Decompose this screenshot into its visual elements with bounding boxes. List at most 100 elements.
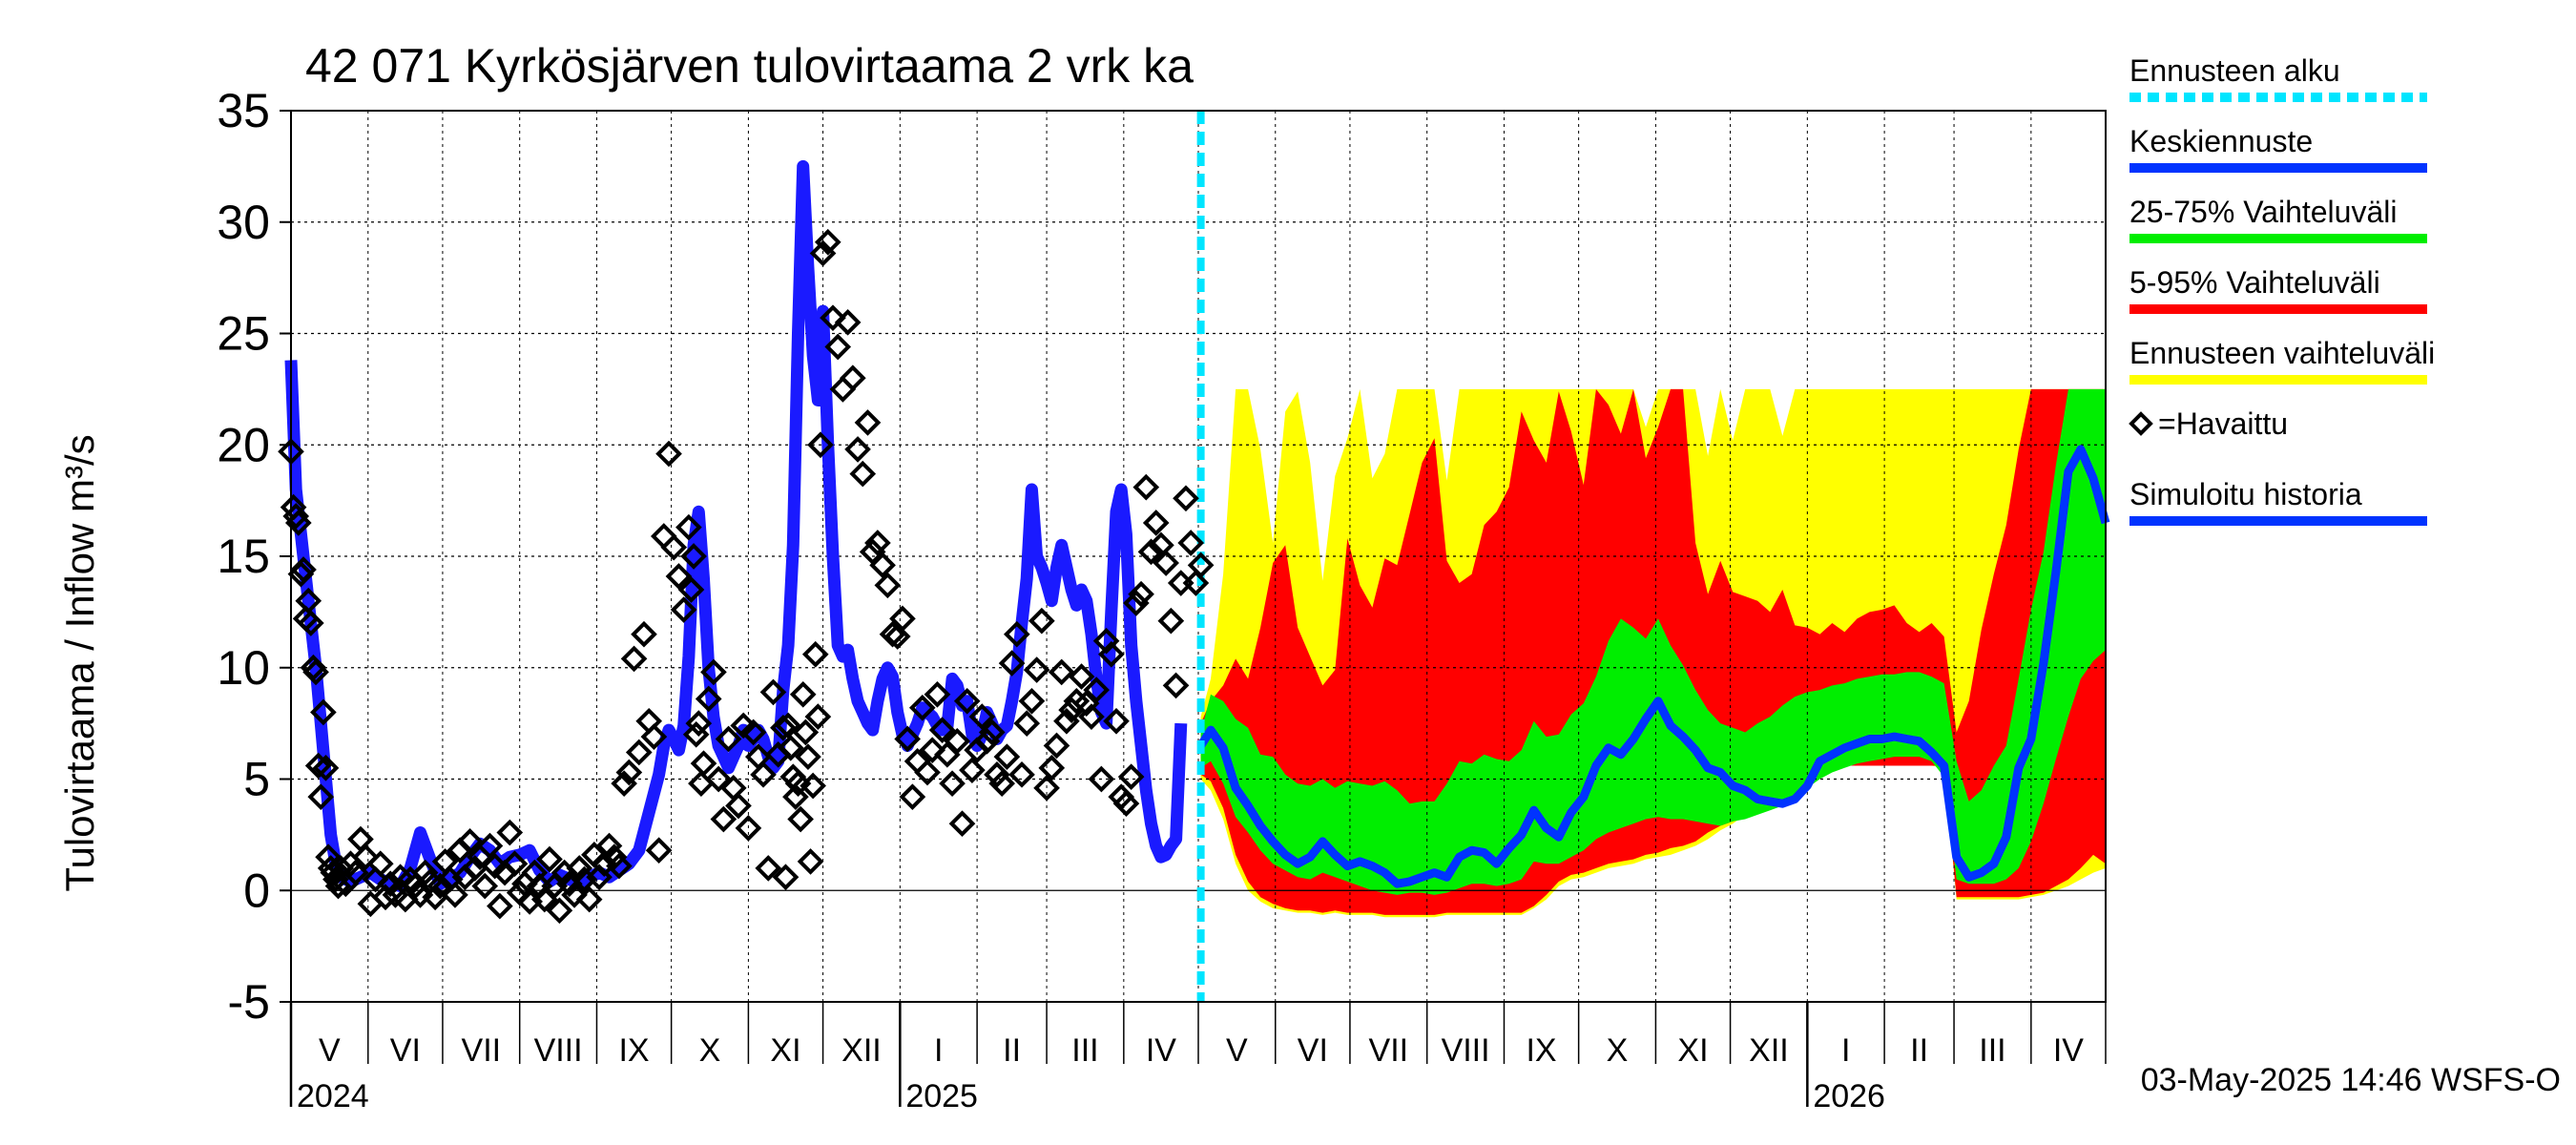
month-label: IX <box>618 1032 649 1069</box>
observed-point <box>789 680 817 708</box>
observed-point <box>685 710 713 737</box>
observed-point <box>978 718 1006 746</box>
observed-point <box>645 837 673 864</box>
observed-point <box>1162 672 1190 699</box>
observed-point <box>352 843 379 871</box>
observed-point <box>476 832 504 860</box>
observed-point <box>1112 790 1140 818</box>
observed-point <box>310 698 337 726</box>
observed-point <box>295 587 322 614</box>
observed-point <box>735 815 762 842</box>
legend: Ennusteen alku Keskiennuste 25-75% Vaihtel… <box>2129 53 2435 526</box>
observed-point <box>366 850 394 878</box>
month-label: VI <box>1298 1032 1328 1069</box>
observed-point <box>700 658 727 686</box>
observed-point <box>546 897 573 925</box>
observed-point <box>655 440 682 468</box>
y-tick-label: 10 <box>217 641 270 695</box>
observed-point <box>660 533 688 561</box>
observed-point <box>968 703 996 730</box>
legend-marker <box>2129 411 2153 436</box>
median-forecast-line <box>1196 445 2110 888</box>
observed-point <box>820 304 846 331</box>
observed-point <box>1103 707 1130 735</box>
month-label: VIII <box>534 1032 583 1069</box>
observed-point <box>290 556 317 583</box>
observed-point <box>939 770 966 797</box>
observed-point <box>928 717 956 743</box>
month-label: XI <box>770 1032 800 1069</box>
observed-point <box>1153 550 1179 576</box>
band-25-75 <box>1200 388 2106 895</box>
chart-title: 42 071 Kyrkösjärven tulovirtaama 2 vrk k… <box>305 39 1194 93</box>
month-label: III <box>1071 1032 1098 1069</box>
legend-label: Ennusteen alku <box>2129 53 2340 88</box>
observed-point <box>675 513 702 541</box>
observed-point <box>924 680 951 708</box>
simulated-history-line <box>284 159 1188 893</box>
y-tick-label: 20 <box>217 418 270 471</box>
observed-point <box>362 865 389 893</box>
legend-label: =Havaittu <box>2158 406 2288 441</box>
observed-point <box>342 859 369 886</box>
observed-point <box>312 754 340 781</box>
observed-point <box>1023 656 1050 683</box>
observed-point <box>725 792 752 820</box>
observed-point <box>625 739 653 766</box>
observed-point <box>894 725 921 753</box>
observed-point <box>411 859 439 886</box>
observed-point <box>849 460 877 488</box>
month-label: I <box>934 1032 943 1069</box>
observed-point <box>840 364 866 392</box>
observed-point <box>1018 687 1046 715</box>
observed-point <box>844 436 871 463</box>
observed-point <box>834 308 862 336</box>
observed-point <box>998 650 1026 677</box>
month-label: V <box>1226 1032 1248 1069</box>
observed-point <box>536 845 563 873</box>
y-axis-label: Tulovirtaama / Inflow m³/s <box>57 434 102 891</box>
observed-point <box>948 810 976 838</box>
observed-point <box>665 563 693 590</box>
observed-point <box>787 805 814 833</box>
legend-label: 25-75% Vaihteluväli <box>2129 195 2397 229</box>
month-label: III <box>1979 1032 2005 1069</box>
observed-point <box>690 750 717 777</box>
observed-point <box>324 872 352 900</box>
observed-point <box>1097 640 1125 668</box>
y-tick-label: -5 <box>228 975 270 1029</box>
observed-point <box>705 765 732 793</box>
month-label: IX <box>1526 1032 1556 1069</box>
observed-point <box>1177 530 1205 556</box>
observed-point <box>1123 590 1150 616</box>
observed-point <box>899 783 926 811</box>
observed-point <box>864 530 891 556</box>
observed-point <box>944 727 971 755</box>
observed-point <box>807 431 834 459</box>
observed-point <box>1137 538 1165 566</box>
month-label: VIII <box>1442 1032 1490 1069</box>
month-label: VII <box>462 1032 502 1069</box>
observed-point <box>784 770 812 797</box>
observed-point <box>772 864 800 891</box>
observed-point <box>695 685 722 713</box>
observed-point <box>1117 763 1145 790</box>
timestamp: 03-May-2025 14:46 WSFS-O <box>2141 1062 2561 1098</box>
year-label: 2024 <box>297 1078 369 1114</box>
observed-point <box>1028 607 1055 635</box>
month-label: V <box>319 1032 341 1069</box>
observed-point <box>1048 658 1075 686</box>
year-label: 2026 <box>1813 1078 1885 1114</box>
observed-point <box>1173 485 1199 512</box>
observed-point <box>1038 754 1066 781</box>
y-tick-label: 15 <box>217 530 270 583</box>
observed-point <box>1068 663 1095 690</box>
observed-point <box>677 576 705 603</box>
legend-label: 5-95% Vaihteluväli <box>2129 265 2380 300</box>
observed-point <box>914 759 941 786</box>
observed-point <box>792 718 820 746</box>
observed-point <box>561 882 588 908</box>
observed-point <box>795 743 821 770</box>
observed-point <box>426 872 454 900</box>
legend-label: Simuloitu historia <box>2129 477 2362 511</box>
